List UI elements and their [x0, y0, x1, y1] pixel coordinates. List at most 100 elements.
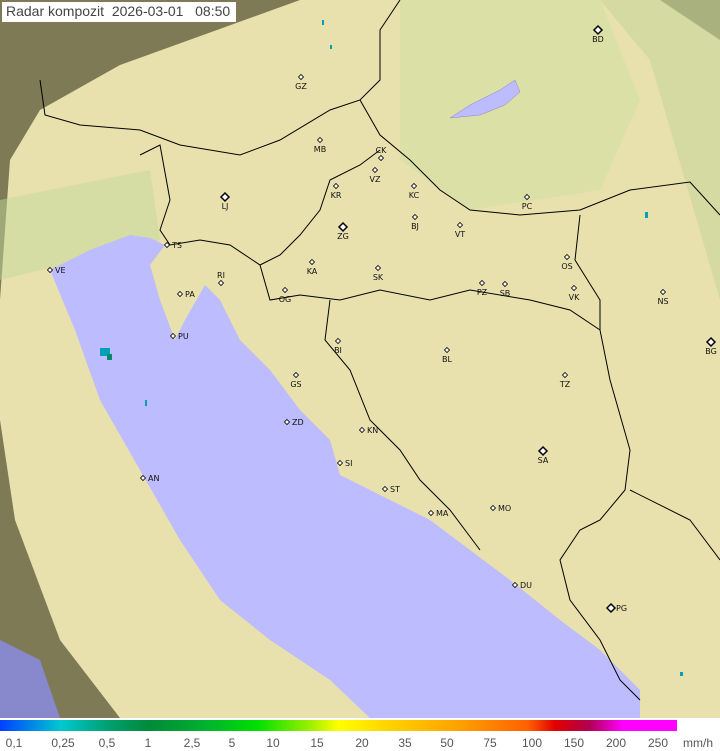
radar-echoes [100, 20, 683, 676]
legend-tick: 20 [355, 736, 369, 750]
city-label-kn: KN [367, 426, 378, 435]
city-label-tz: TZ [559, 380, 571, 389]
city-label-ns: NS [657, 297, 668, 306]
legend-tick: 15 [310, 736, 324, 750]
city-label-os: OS [561, 262, 572, 271]
city-label-bd: BD [592, 35, 604, 44]
city-marker-vk [570, 284, 578, 292]
city-label-vz: VZ [370, 175, 381, 184]
city-label-pc: PC [522, 202, 533, 211]
legend-tick: 0,1 [5, 736, 23, 750]
city-marker-bd [592, 24, 604, 36]
city-label-ts: TS [171, 241, 182, 250]
legend-tick: 10 [266, 736, 280, 750]
city-label-bl: BL [442, 355, 452, 364]
city-label-mb: MB [314, 145, 326, 154]
city-label-sb: SB [500, 289, 511, 298]
city-label-vk: VK [569, 293, 580, 302]
city-label-ve: VE [55, 266, 66, 275]
city-label-ma: MA [436, 509, 449, 518]
city-marker-an [139, 474, 147, 482]
city-marker-mb [316, 136, 324, 144]
city-marker-gs [292, 371, 300, 379]
legend-tick: 2,5 [183, 736, 201, 750]
city-marker-zd [283, 418, 291, 426]
radar-map[interactable]: GZ MB CK VZ KC KR PC LJ TS ZG BJ VT VE KA SK OS RI PA OG PZ… [0, 0, 720, 718]
adriatic-sea [50, 235, 640, 718]
city-marker-vt [456, 221, 464, 229]
city-marker-bl [443, 346, 451, 354]
tyrrhenian-sea-edge [0, 640, 60, 718]
map-title: Radar kompozit 2026-03-01 08:50 [2, 2, 237, 22]
city-label-pz: PZ [477, 288, 488, 297]
city-label-du: DU [520, 581, 532, 590]
city-marker-sk [374, 264, 382, 272]
city-marker-os [563, 253, 571, 261]
city-marker-ka [308, 258, 316, 266]
city-label-kr: KR [331, 191, 342, 200]
city-marker-zg [337, 221, 349, 233]
city-marker-pg [605, 602, 617, 614]
lowland-area [600, 0, 720, 300]
city-label-bg: BG [705, 347, 717, 356]
city-marker-si [336, 459, 344, 467]
city-marker-vz [371, 166, 379, 174]
country-borders [39, 0, 720, 701]
legend-tick: 100 [521, 736, 543, 750]
city-label-ka: KA [307, 267, 318, 276]
legend-tick: 200 [605, 736, 627, 750]
city-marker-ck [377, 154, 385, 162]
legend-tick: 35 [398, 736, 412, 750]
city-label-bi: BI [334, 346, 342, 355]
city-label-st: ST [390, 485, 400, 494]
legend-tick: 5 [228, 736, 236, 750]
city-marker-ve [46, 266, 54, 274]
city-marker-sa [537, 445, 549, 457]
title-date: 2026-03-01 [111, 3, 184, 19]
city-marker-pa [176, 290, 184, 298]
city-label-ck: CK [376, 146, 388, 155]
city-marker-kc [410, 182, 418, 190]
city-label-bj: BJ [411, 222, 419, 231]
city-marker-gz [297, 73, 305, 81]
legend-tick: 0,5 [98, 736, 116, 750]
city-marker-pc [523, 193, 531, 201]
legend-labels: 0,1 0,25 0,5 1 2,5 5 10 15 20 35 50 75 100 150 200 250 m… [0, 736, 720, 751]
pannonian-plain [400, 0, 640, 210]
city-marker-tz [561, 371, 569, 379]
city-marker-kr [332, 182, 340, 190]
city-label-sk: SK [373, 273, 384, 282]
city-marker-lj [219, 191, 231, 203]
legend-tick: 1 [144, 736, 152, 750]
city-label-sa: SA [538, 456, 549, 465]
city-label-mo: MO [498, 504, 511, 513]
city-label-zd: ZD [292, 418, 304, 427]
city-label-lj: LJ [222, 202, 229, 211]
city-label-zg: ZG [337, 232, 349, 241]
city-marker-pz [478, 279, 486, 287]
legend-tick: 50 [440, 736, 454, 750]
city-marker-ns [659, 288, 667, 296]
city-label-si: SI [345, 459, 352, 468]
city-marker-st [381, 485, 389, 493]
city-label-gz: GZ [295, 82, 307, 91]
title-label: Radar kompozit [6, 3, 105, 19]
city-label-an: AN [148, 474, 159, 483]
precipitation-color-scale [0, 720, 677, 731]
city-marker-pu [169, 332, 177, 340]
city-marker-bg [705, 336, 717, 348]
city-markers: GZ MB CK VZ KC KR PC LJ TS ZG BJ VT VE KA SK OS RI PA OG PZ… [46, 24, 717, 614]
title-time: 08:50 [195, 3, 231, 19]
city-marker-bi [334, 337, 342, 345]
legend-tick: 250 [647, 736, 669, 750]
city-label-pu: PU [178, 332, 189, 341]
city-marker-kn [358, 426, 366, 434]
legend-unit: mm/h [683, 736, 713, 750]
city-marker-og [281, 286, 289, 294]
city-marker-mo [489, 504, 497, 512]
legend-tick: 150 [563, 736, 585, 750]
city-label-vt: VT [455, 230, 465, 239]
city-marker-sb [501, 280, 509, 288]
city-marker-ts [163, 241, 171, 249]
city-label-pg: PG [616, 604, 627, 613]
